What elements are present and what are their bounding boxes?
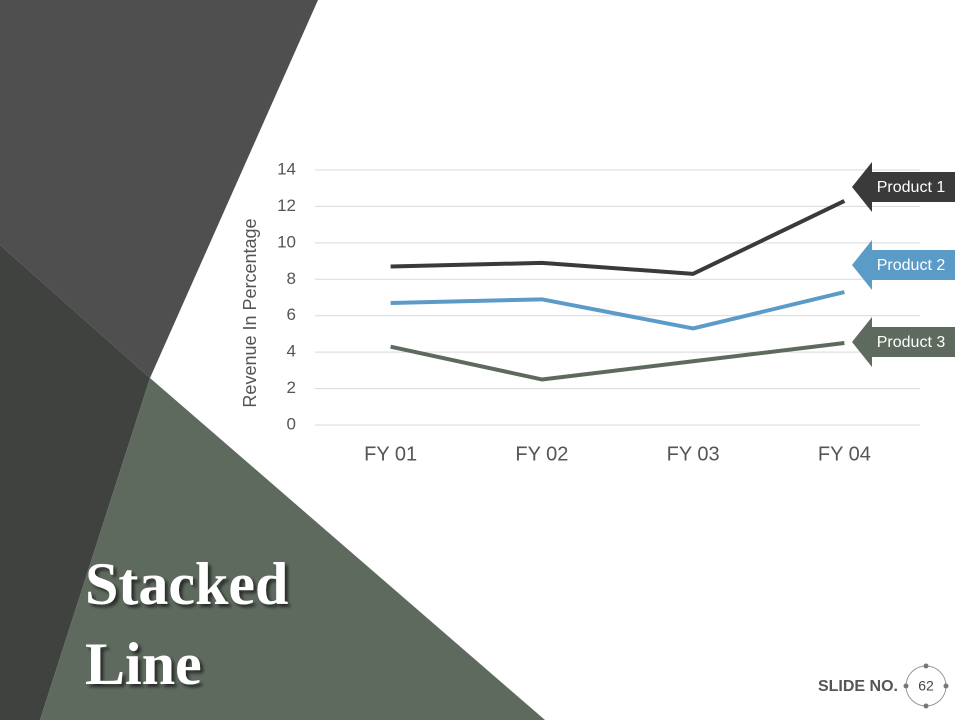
- y-axis-title: Revenue In Percentage: [240, 218, 260, 407]
- legend-tag: [852, 317, 955, 367]
- y-tick-label: 2: [287, 378, 296, 397]
- dot: [923, 663, 929, 669]
- slide-number-label: SLIDE NO.: [818, 678, 898, 695]
- slide-title: Stacked: [85, 551, 288, 617]
- series-line: [390, 341, 845, 382]
- y-tick-label: 14: [277, 159, 296, 178]
- x-tick-label: FY 01: [364, 443, 417, 465]
- x-tick-label: FY 03: [667, 443, 720, 465]
- legend-tag: [852, 240, 955, 290]
- bg-shape: [40, 378, 545, 720]
- y-tick-label: 0: [287, 414, 296, 433]
- y-tick-label: 8: [287, 269, 296, 288]
- dot: [923, 703, 929, 709]
- legend-tag: [852, 162, 955, 212]
- bg-shape: [0, 245, 150, 720]
- slide-title: Line: [85, 631, 202, 697]
- x-tick-label: FY 02: [515, 443, 568, 465]
- legend-label: Product 3: [877, 334, 946, 351]
- legend-label: Product 2: [877, 257, 946, 274]
- y-tick-label: 6: [287, 305, 296, 324]
- y-tick-label: 10: [277, 232, 296, 251]
- slide-number: 62: [918, 678, 934, 694]
- bg-shape: [0, 0, 318, 378]
- series-line: [390, 199, 846, 276]
- y-tick-label: 4: [287, 342, 296, 361]
- dot: [943, 683, 949, 689]
- series-line: [390, 290, 845, 331]
- legend-label: Product 1: [877, 179, 946, 196]
- x-tick-label: FY 04: [818, 443, 871, 465]
- dot: [903, 683, 909, 689]
- y-tick-label: 12: [277, 196, 296, 215]
